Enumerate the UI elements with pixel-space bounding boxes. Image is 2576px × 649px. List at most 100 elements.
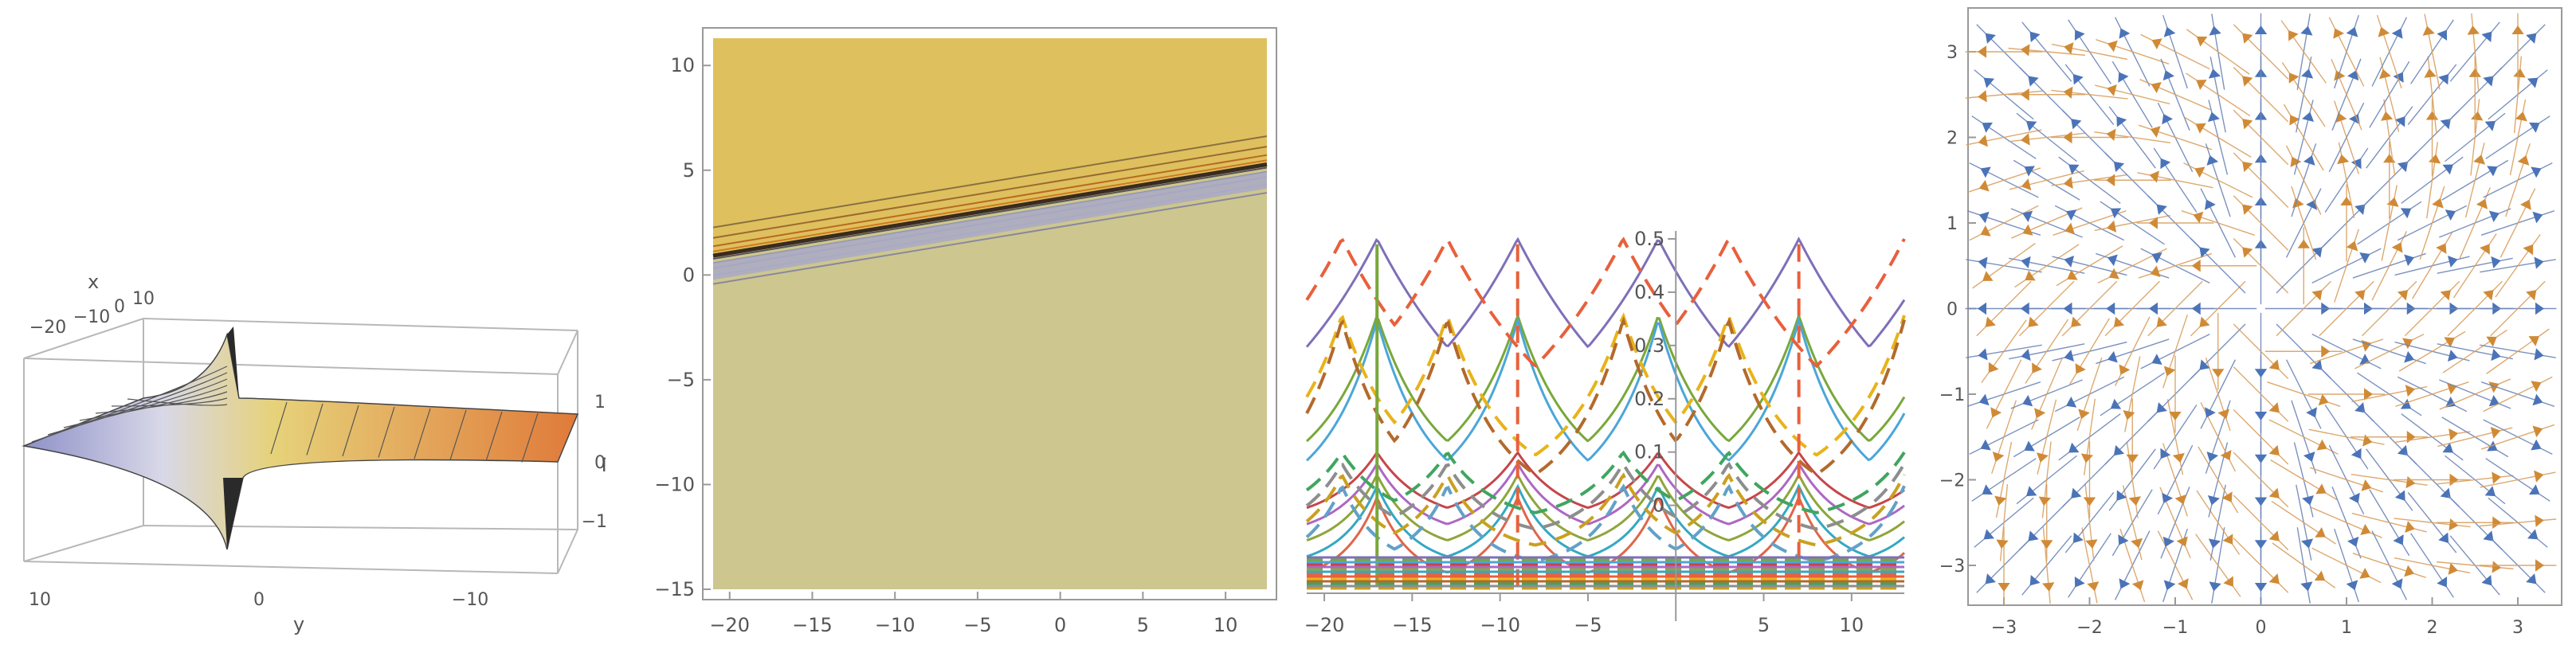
x-tick-label: −15 <box>1392 614 1433 636</box>
field-arrow <box>2074 577 2085 588</box>
surface-mesh-line <box>270 401 288 455</box>
field-arrow <box>2078 409 2090 420</box>
field-arrow <box>2449 428 2459 441</box>
field-arrow <box>2220 449 2232 461</box>
y-tick-label: 10 <box>670 54 695 76</box>
field-arrow <box>2422 25 2435 36</box>
field-arrow <box>2169 412 2182 420</box>
field-arrow <box>2217 409 2230 420</box>
field-arrow <box>2163 366 2176 377</box>
surface-mesh-line <box>127 398 228 406</box>
field-arrow <box>2242 76 2253 87</box>
surface-mesh-line <box>449 409 467 460</box>
field-arrow <box>2199 359 2210 370</box>
field-arrow <box>2024 166 2035 177</box>
field-arrow <box>2527 77 2539 88</box>
field-arrow <box>2484 486 2496 497</box>
field-line <box>2452 233 2497 299</box>
field-arrow <box>2193 211 2204 224</box>
y-tick-label: −2 <box>1939 471 1965 491</box>
field-arrow <box>2021 349 2031 362</box>
field-arrow <box>1980 166 1991 178</box>
field-arrow <box>2532 393 2543 406</box>
y-tick-label: 1 <box>1947 214 1958 234</box>
contour-line <box>712 154 1268 248</box>
field-arrow <box>2065 396 2077 408</box>
field-arrow <box>1978 90 1987 103</box>
field-arrow <box>1998 583 2010 592</box>
field-arrow <box>1996 539 2009 549</box>
field-arrow <box>2526 573 2537 584</box>
field-arrow <box>2071 316 2082 327</box>
field-arrow <box>2254 497 2268 506</box>
x-tick-label: 5 <box>1137 614 1149 636</box>
y-tick-label: 10 <box>29 590 51 610</box>
solid-curve <box>1305 237 1906 349</box>
contour-line <box>712 159 1268 252</box>
y-tick-label: −10 <box>654 473 695 495</box>
field-line <box>2025 319 2069 384</box>
dashed-curve <box>1305 472 1906 547</box>
field-arrow <box>2199 316 2210 327</box>
x-tick-label: −20 <box>29 318 66 338</box>
z-tick-label: −1 <box>582 512 606 532</box>
field-line <box>1972 243 2036 289</box>
field-arrow <box>2354 290 2366 301</box>
field-arrow <box>2107 40 2118 53</box>
field-arrow <box>2314 570 2326 581</box>
field-arrow <box>2288 72 2300 84</box>
field-arrow <box>2034 408 2046 419</box>
field-arrow <box>2067 269 2078 280</box>
x-tick-label: 2 <box>2427 618 2438 638</box>
x-tick-label: 10 <box>1840 614 1864 636</box>
solid-curve <box>1306 483 1905 558</box>
field-arrow <box>2131 580 2144 591</box>
field-arrow <box>1978 179 1990 192</box>
field-arrow <box>1982 271 1994 281</box>
field-arrow <box>2361 479 2372 491</box>
y-tick-label: −15 <box>654 578 695 600</box>
contour-tick-labels: −20 −15 −10 −5 0 5 10 10 5 0 −5 −10 −15 <box>654 54 1237 636</box>
field-arrow <box>2484 120 2496 131</box>
field-arrow <box>2481 31 2492 43</box>
field-arrow <box>2064 255 2075 268</box>
field-arrow <box>2404 350 2415 363</box>
field-arrow <box>2029 574 2041 586</box>
field-arrow <box>2075 363 2086 374</box>
field-arrow <box>2223 576 2233 587</box>
field-arrow <box>2359 567 2370 579</box>
field-arrow <box>2511 25 2524 34</box>
field-line <box>2331 58 2362 131</box>
x-tick-label: 10 <box>1214 614 1238 636</box>
field-arrow <box>2378 68 2391 80</box>
solid-curve <box>1306 461 1905 526</box>
field-line <box>2270 459 2338 501</box>
field-arrow <box>2487 166 2498 177</box>
field-line <box>2437 427 2513 448</box>
field-arrow <box>2405 521 2415 534</box>
field-arrow <box>1983 77 1995 88</box>
y-tick-label: 0 <box>253 590 265 610</box>
surface-mesh-line <box>378 406 395 458</box>
field-arrow <box>2303 154 2315 166</box>
field-arrow <box>2383 154 2396 163</box>
field-arrow <box>2437 577 2448 588</box>
y-tick-label: −3 <box>1939 557 1965 577</box>
field-arrow <box>2028 316 2039 327</box>
field-arrow <box>1978 135 1988 147</box>
field-arrow <box>2172 452 2185 463</box>
field-line <box>1966 129 2042 146</box>
field-arrow <box>2254 369 2268 378</box>
x-tick-label: 0 <box>1054 614 1066 636</box>
field-arrow <box>2029 31 2041 43</box>
y-tick-label: 0.2 <box>1634 388 1664 410</box>
field-arrow <box>2534 470 2544 483</box>
field-line <box>1969 205 2039 241</box>
field-arrow <box>2303 452 2315 463</box>
field-arrow <box>2208 538 2221 549</box>
field-arrow <box>2531 166 2542 178</box>
surface-mesh-line <box>306 403 323 455</box>
x-tick-label: 10 <box>132 289 155 309</box>
plot-frame <box>702 27 1277 600</box>
field-arrow <box>2205 407 2216 418</box>
